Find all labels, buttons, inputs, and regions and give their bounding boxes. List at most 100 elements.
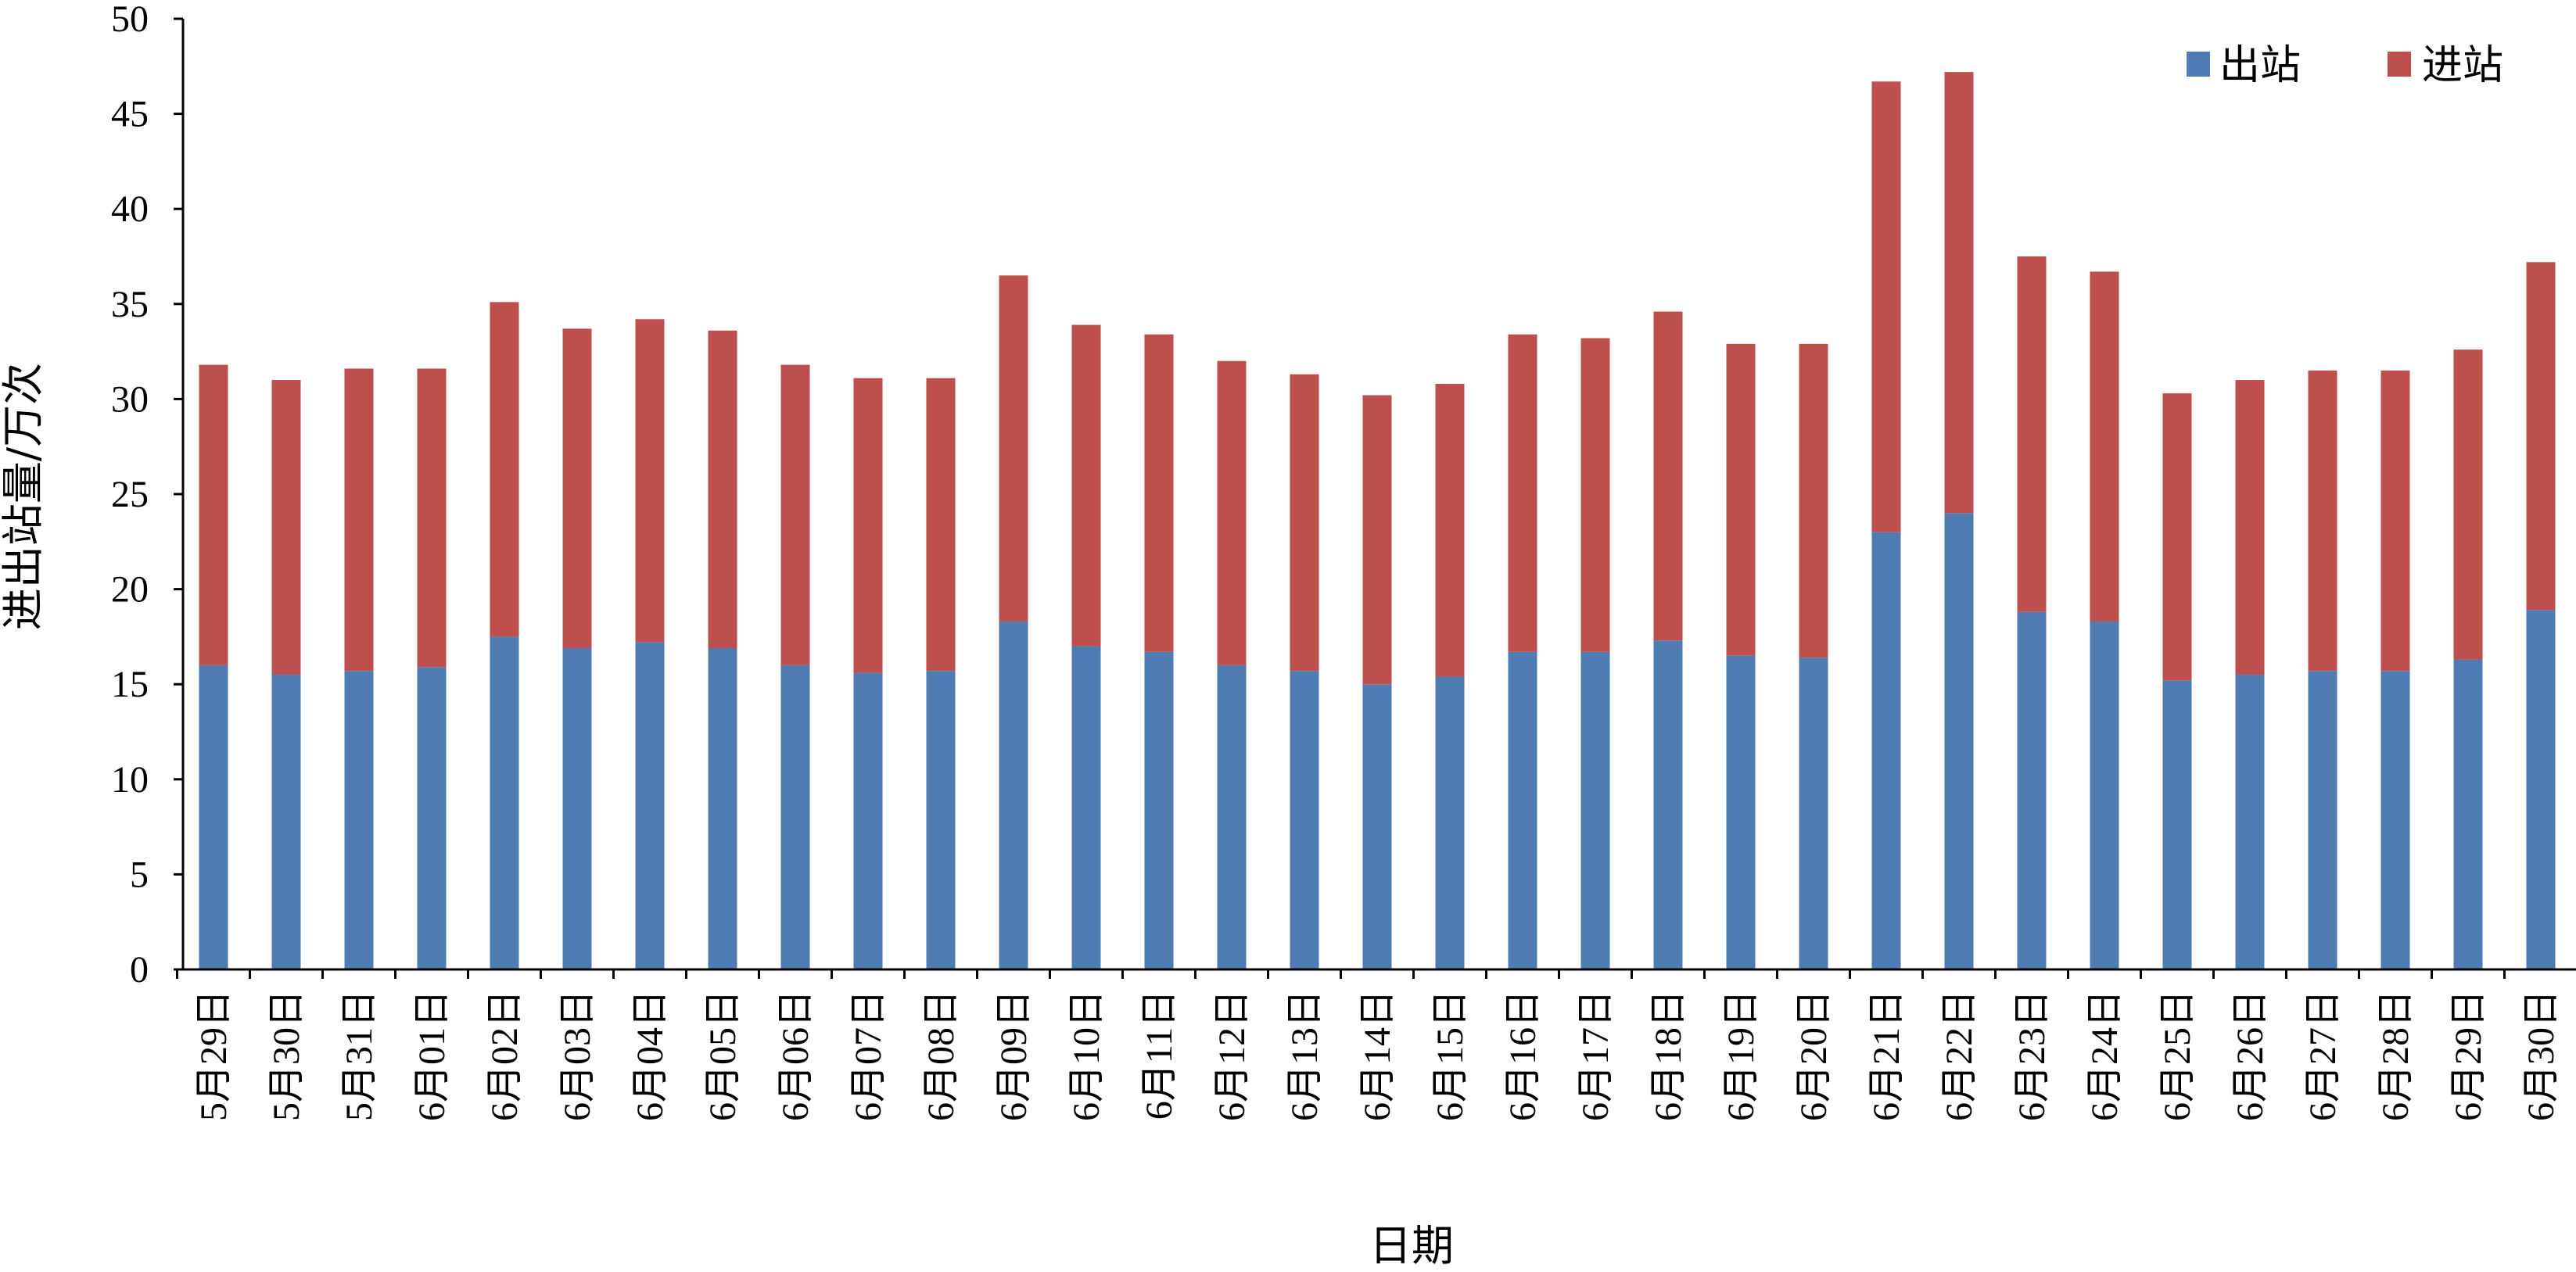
bar-inbound: [780, 364, 810, 665]
x-tick-label: 6月08日: [920, 990, 962, 1121]
bar-outbound: [1580, 651, 1610, 969]
bar-outbound: [1653, 640, 1683, 969]
bar-inbound: [1508, 334, 1537, 652]
bar-outbound: [1435, 676, 1465, 969]
x-tick-label: 6月06日: [775, 990, 816, 1121]
y-tick-label: 5: [130, 854, 149, 895]
bar-inbound: [708, 330, 737, 648]
x-tick-label: 6月13日: [1284, 990, 1326, 1121]
bar-outbound: [2235, 675, 2265, 969]
x-tick-label: 6月09日: [993, 990, 1035, 1121]
bar-inbound: [999, 275, 1028, 622]
x-tick-label: 6月29日: [2448, 990, 2489, 1121]
x-tick-label: 6月14日: [1357, 990, 1398, 1121]
bar-outbound: [2308, 671, 2337, 969]
y-tick-label: 40: [111, 188, 149, 230]
x-tick-label: 6月26日: [2230, 990, 2271, 1121]
bar-outbound: [562, 647, 592, 969]
bar-outbound: [2526, 610, 2556, 969]
y-tick-label: 10: [111, 759, 149, 801]
bar-outbound: [2380, 671, 2410, 969]
bar-outbound: [1799, 657, 1828, 969]
x-tick-label: 6月15日: [1430, 990, 1471, 1121]
bar-outbound: [1217, 665, 1247, 969]
bar-group: [199, 72, 2556, 969]
bar-outbound: [2090, 621, 2119, 969]
y-tick-label: 0: [130, 949, 149, 991]
y-axis-ticks: 0 5 10 15 20 25 30 35 40 45 50: [111, 0, 183, 991]
bar-outbound: [490, 636, 519, 969]
x-tick-label: 5月30日: [266, 990, 307, 1121]
bar-inbound: [1653, 311, 1683, 641]
bar-outbound: [1508, 651, 1537, 969]
x-tick-label: 6月22日: [1939, 990, 1980, 1121]
bar-inbound: [1290, 374, 1319, 672]
bar-inbound: [926, 378, 956, 672]
y-tick-label: 30: [111, 378, 149, 420]
bar-inbound: [2453, 349, 2483, 660]
x-axis-ticks: 5月29日 5月30日 5月31日 6月01日 6月02日 6月03日 6月04日 6月05日…: [176, 969, 2562, 1121]
bar-inbound: [199, 364, 228, 665]
bar-outbound: [271, 675, 301, 969]
bar-inbound: [853, 378, 883, 673]
x-tick-label: 5月29日: [193, 990, 235, 1121]
bar-inbound: [1217, 360, 1247, 665]
bar-inbound: [1726, 343, 1756, 656]
y-axis-title: 进出站量/万次: [0, 363, 48, 630]
x-tick-label: 6月18日: [1648, 990, 1689, 1121]
y-tick-label: 35: [111, 284, 149, 325]
bar-inbound: [1871, 81, 1901, 532]
bar-inbound: [562, 328, 592, 648]
x-tick-label: 6月11日: [1139, 990, 1180, 1120]
x-tick-label: 6月07日: [848, 990, 889, 1121]
x-tick-label: 6月17日: [1575, 990, 1616, 1121]
x-tick-label: 6月10日: [1066, 990, 1107, 1121]
bar-inbound: [1580, 338, 1610, 652]
x-tick-label: 6月19日: [1720, 990, 1762, 1121]
x-tick-label: 6月05日: [702, 990, 744, 1121]
x-tick-label: 6月02日: [484, 990, 526, 1121]
bar-inbound: [1799, 343, 1828, 658]
x-tick-label: 6月12日: [1211, 990, 1253, 1121]
bar-outbound: [926, 671, 956, 969]
bar-inbound: [490, 302, 519, 637]
y-tick-label: 20: [111, 569, 149, 611]
y-tick-label: 25: [111, 474, 149, 515]
x-tick-label: 6月24日: [2084, 990, 2126, 1121]
bar-inbound: [1144, 334, 1174, 652]
bar-outbound: [1944, 513, 1974, 969]
bar-inbound: [2090, 271, 2119, 622]
legend-label-inbound: 进站: [2422, 42, 2503, 89]
bar-outbound: [780, 665, 810, 969]
x-tick-label: 6月28日: [2375, 990, 2416, 1121]
y-tick-label: 50: [111, 0, 149, 40]
bar-outbound: [2162, 680, 2192, 969]
bar-outbound: [708, 647, 737, 969]
legend-label-outbound: 出站: [2219, 42, 2301, 89]
bar-outbound: [1144, 651, 1174, 969]
x-tick-label: 6月04日: [630, 990, 671, 1121]
bar-outbound: [1871, 532, 1901, 969]
bar-inbound: [2017, 256, 2047, 612]
y-tick-label: 15: [111, 664, 149, 705]
bar-outbound: [999, 621, 1028, 969]
bar-outbound: [853, 672, 883, 969]
bar-inbound: [2308, 370, 2337, 672]
bar-inbound: [1071, 324, 1101, 647]
x-tick-label: 6月23日: [2011, 990, 2053, 1121]
bar-inbound: [2380, 370, 2410, 672]
bar-inbound: [344, 368, 374, 672]
bar-outbound: [1290, 671, 1319, 969]
x-axis-title: 日期: [1369, 1221, 1454, 1270]
bar-inbound: [271, 380, 301, 675]
bar-inbound: [2235, 380, 2265, 675]
bar-outbound: [199, 665, 228, 969]
x-tick-label: 6月01日: [411, 990, 453, 1121]
bar-inbound: [635, 319, 665, 643]
bar-outbound: [1362, 684, 1392, 969]
bar-outbound: [1726, 655, 1756, 969]
bar-outbound: [2453, 659, 2483, 969]
x-tick-label: 6月27日: [2302, 990, 2344, 1121]
x-tick-label: 6月30日: [2520, 990, 2562, 1121]
